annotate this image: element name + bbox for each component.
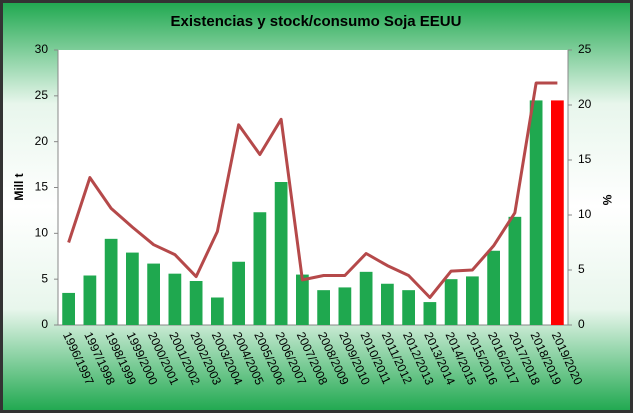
line [67,81,558,299]
bar [508,216,522,325]
bar [487,250,500,325]
y2-tick-label: 0 [578,317,585,331]
bar [104,238,118,325]
bar [466,276,479,325]
bar [296,274,309,325]
bar [381,283,394,325]
bar [253,212,267,325]
y-tick-label: 15 [35,180,49,194]
y-axis-label: Mill t [12,173,26,200]
y2-tick-label: 20 [578,97,592,111]
bar [551,100,564,326]
bar [423,302,437,325]
y-tick-label: 30 [35,42,49,56]
y-tick-label: 20 [35,134,49,148]
bar [168,273,182,325]
bar [147,263,160,325]
bar [83,275,97,325]
bar [317,290,330,325]
bar [402,290,415,325]
bar [189,281,203,325]
bar [444,279,458,325]
y-tick-label: 10 [35,226,49,240]
bar [274,182,288,325]
y2-tick-label: 15 [578,152,592,166]
bar [232,261,245,325]
y-tick-label: 25 [35,88,49,102]
y-tick-label: 5 [41,271,48,285]
y2-tick-label: 10 [578,207,592,221]
bar [359,271,373,325]
bar [529,100,543,326]
bar [211,297,224,325]
y-tick-label: 0 [41,317,48,331]
y2-axis-label: % [600,195,614,206]
bar [338,287,352,325]
bar [126,252,139,325]
bar [62,292,75,325]
y2-tick-label: 5 [578,262,585,276]
y2-tick-label: 25 [578,42,592,56]
chart-title: Existencias y stock/consumo Soja EEUU [171,13,462,30]
